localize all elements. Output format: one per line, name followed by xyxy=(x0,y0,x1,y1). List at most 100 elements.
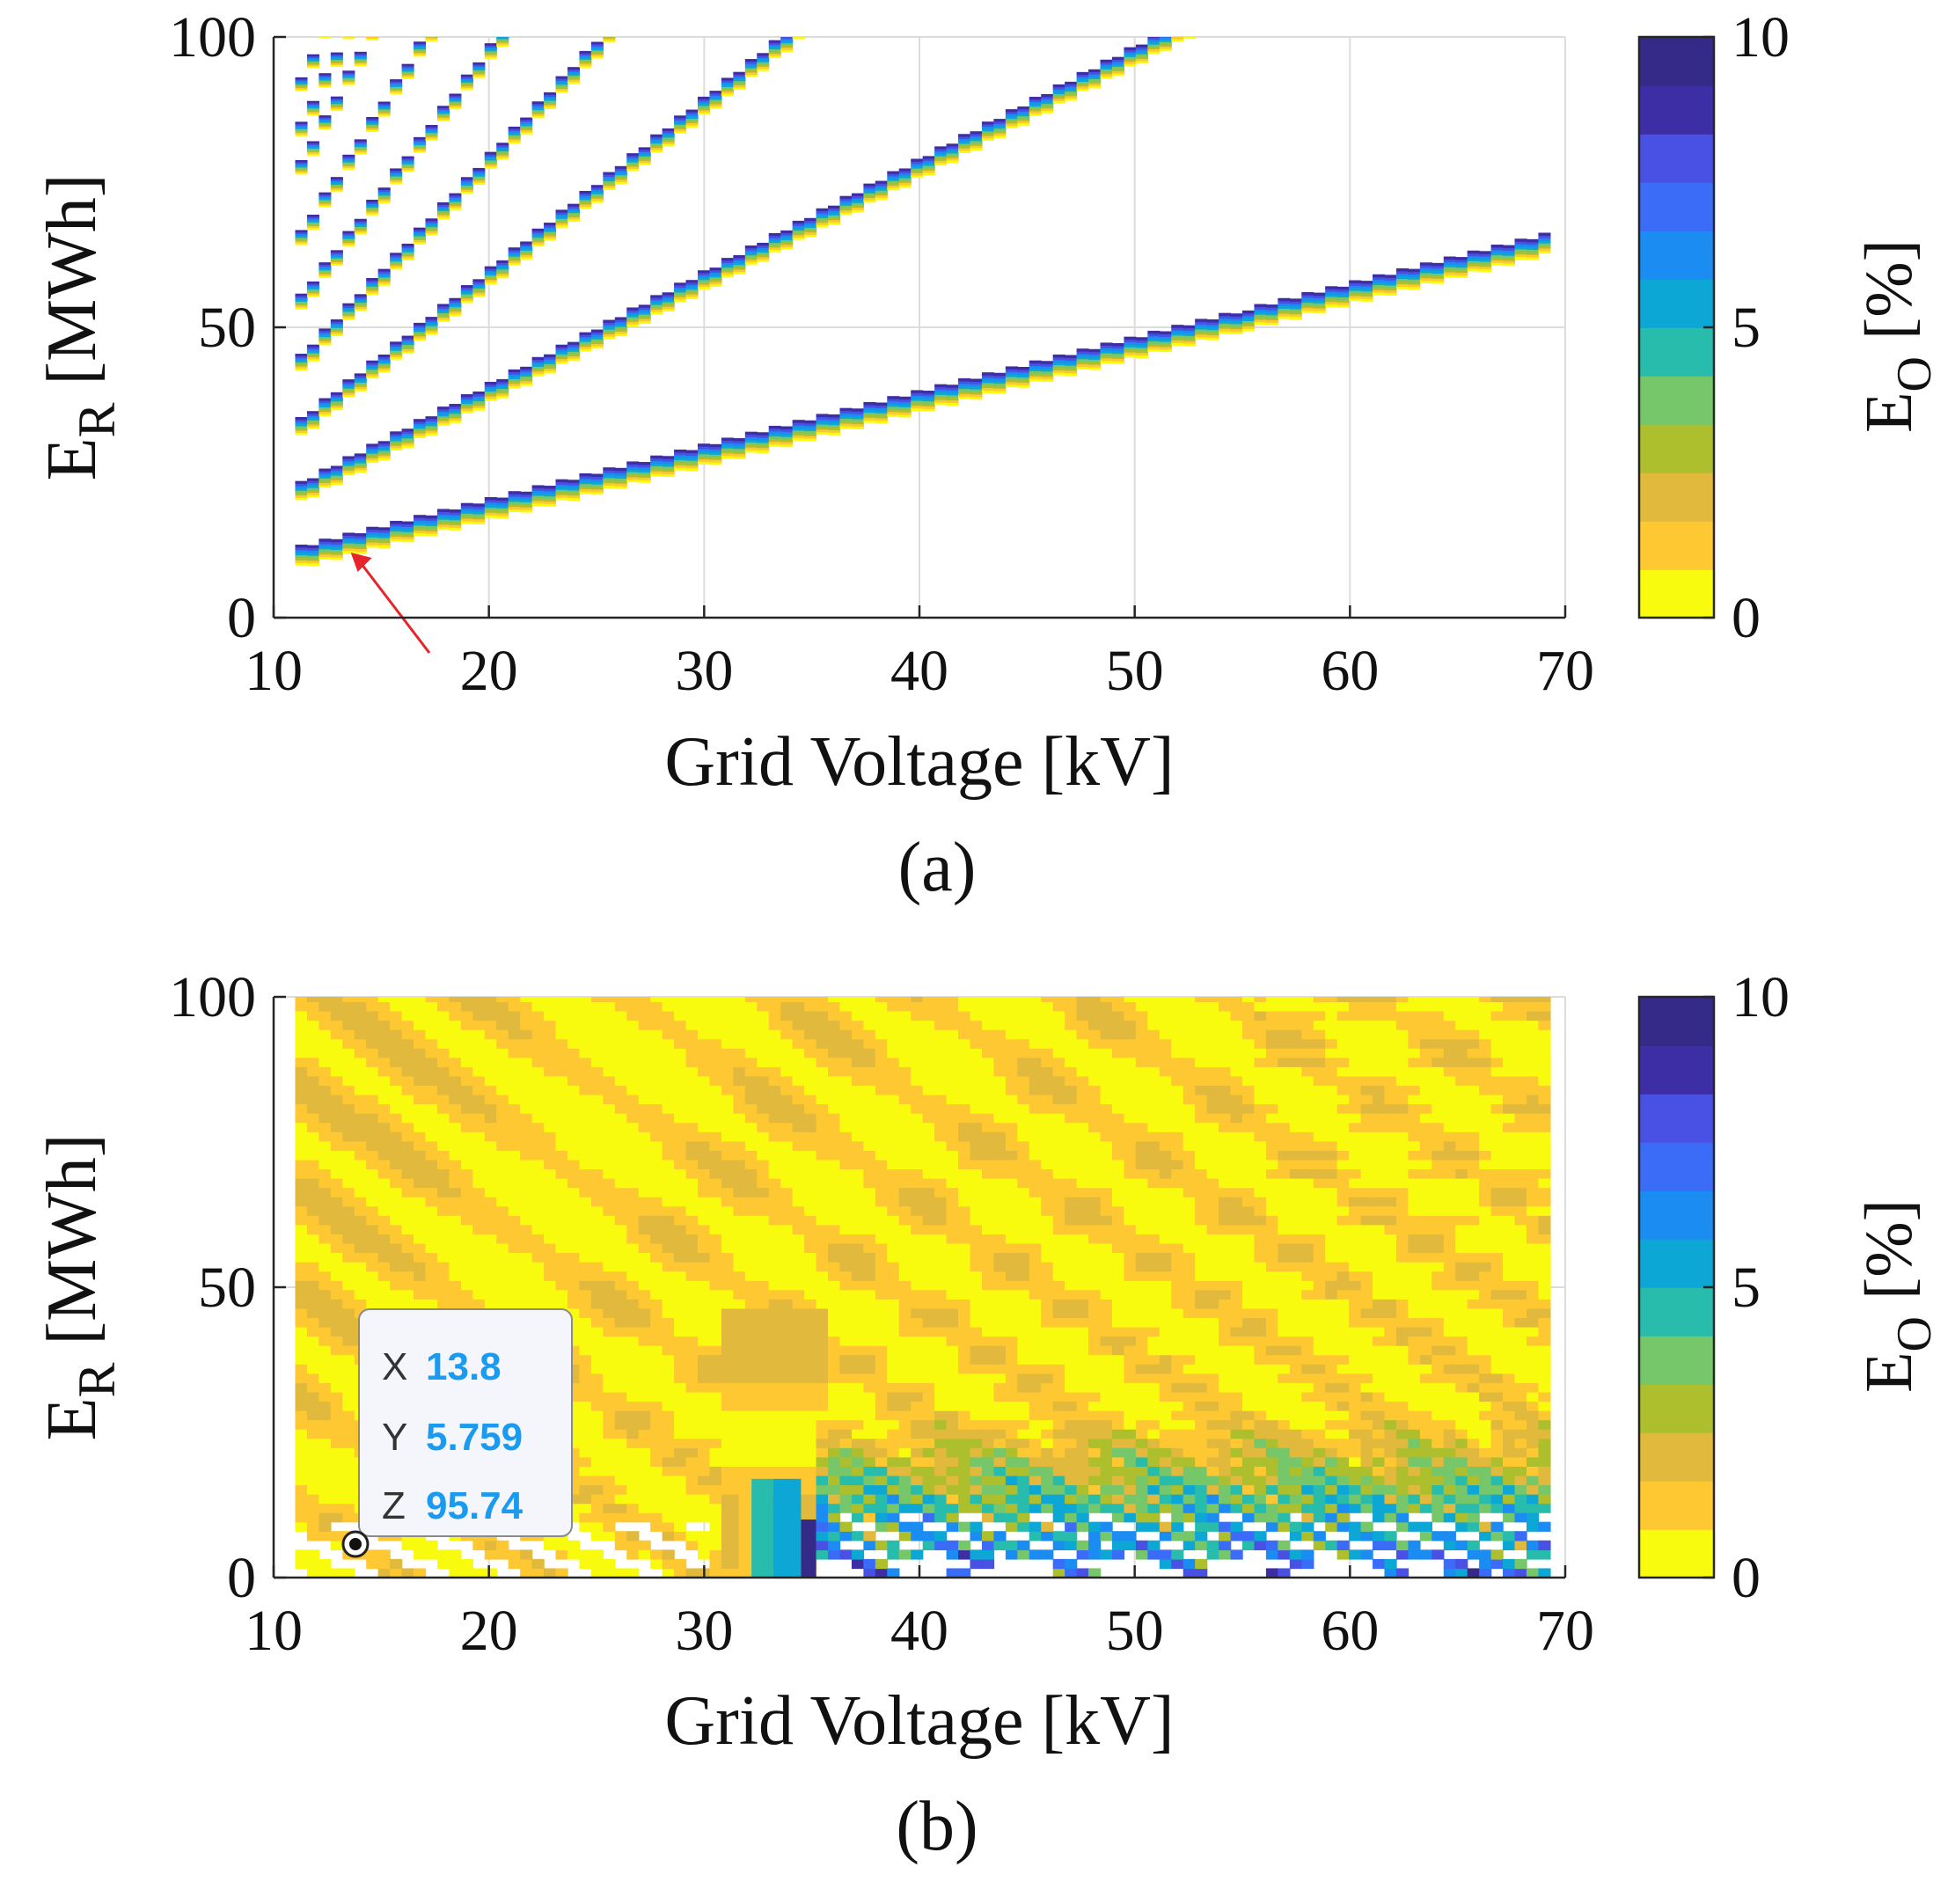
cell xyxy=(792,37,805,38)
cell xyxy=(366,280,379,283)
cell xyxy=(1065,84,1078,87)
cell xyxy=(472,513,486,517)
cell xyxy=(650,150,663,153)
cell xyxy=(650,1150,663,1161)
cell xyxy=(1076,85,1089,89)
cell xyxy=(934,394,948,398)
cell xyxy=(319,553,332,558)
cell xyxy=(898,412,912,415)
cell xyxy=(816,208,829,212)
cell xyxy=(295,1140,308,1151)
cell xyxy=(354,1289,367,1300)
cell xyxy=(1183,29,1196,32)
cell xyxy=(911,158,924,162)
cell xyxy=(650,1456,663,1467)
cell xyxy=(911,170,924,173)
cell xyxy=(733,1326,746,1337)
cell xyxy=(414,519,427,524)
cell xyxy=(626,1103,640,1114)
cell xyxy=(531,1122,545,1132)
cell xyxy=(460,513,473,516)
cell xyxy=(793,24,805,26)
cell xyxy=(342,1299,355,1309)
cell xyxy=(366,283,379,287)
cell xyxy=(709,1326,722,1337)
cell xyxy=(295,1503,308,1513)
cell xyxy=(626,1113,640,1124)
cell xyxy=(1313,295,1326,298)
cell xyxy=(863,414,876,418)
cell xyxy=(330,1057,343,1067)
cell xyxy=(484,1057,497,1067)
cell xyxy=(1514,251,1527,255)
cell xyxy=(721,1177,735,1189)
cell xyxy=(319,77,332,79)
cell xyxy=(744,245,758,249)
cell xyxy=(295,1447,308,1458)
cell xyxy=(555,86,568,90)
cell xyxy=(579,475,592,480)
cell xyxy=(472,1057,486,1067)
cell xyxy=(1147,348,1161,352)
cell xyxy=(295,557,308,560)
cell xyxy=(342,1345,355,1356)
cell xyxy=(970,389,983,392)
cell xyxy=(1206,324,1219,328)
cell xyxy=(377,193,391,196)
cell xyxy=(366,1205,379,1216)
cell xyxy=(354,453,367,457)
cell xyxy=(1171,342,1184,346)
cell xyxy=(436,216,450,220)
cell xyxy=(875,187,888,191)
cell xyxy=(460,1215,474,1226)
cell xyxy=(401,1197,414,1207)
cell xyxy=(1052,367,1065,370)
cell xyxy=(958,388,971,392)
cell xyxy=(590,1391,604,1402)
cell xyxy=(946,390,959,393)
cell xyxy=(567,67,581,70)
colorbar-cell xyxy=(1639,192,1714,202)
cell xyxy=(330,186,343,189)
cell xyxy=(816,224,829,228)
cell xyxy=(544,238,557,241)
cell xyxy=(555,1215,568,1226)
cell xyxy=(851,209,864,213)
cell xyxy=(697,448,711,452)
cell xyxy=(414,43,427,47)
cell xyxy=(839,425,853,429)
cell xyxy=(319,1271,332,1281)
cell xyxy=(590,1354,604,1365)
cell xyxy=(1065,91,1078,94)
cell xyxy=(1301,304,1314,308)
cell xyxy=(319,264,332,267)
cell xyxy=(544,368,557,371)
cell xyxy=(414,144,427,148)
cell xyxy=(366,1168,379,1179)
cell xyxy=(306,1010,320,1022)
cell xyxy=(638,1168,651,1179)
cell xyxy=(614,1205,627,1216)
cell xyxy=(306,355,319,358)
cell xyxy=(579,1242,592,1254)
cell xyxy=(614,1373,627,1383)
cell xyxy=(1526,246,1540,250)
cell xyxy=(614,1010,627,1022)
cell xyxy=(342,394,355,398)
cell xyxy=(579,56,592,60)
cell xyxy=(721,1345,735,1356)
cell xyxy=(508,1075,521,1087)
cell xyxy=(1124,349,1137,353)
cell xyxy=(472,1177,486,1189)
cell xyxy=(342,157,355,161)
cell xyxy=(590,343,604,347)
cell xyxy=(460,396,473,399)
cell xyxy=(733,1410,746,1421)
cell xyxy=(603,1215,616,1226)
cell xyxy=(306,1252,320,1263)
cell xyxy=(1360,285,1373,289)
cell xyxy=(614,1187,627,1197)
cell xyxy=(390,431,403,435)
cell xyxy=(1242,312,1256,317)
cell xyxy=(555,218,568,222)
